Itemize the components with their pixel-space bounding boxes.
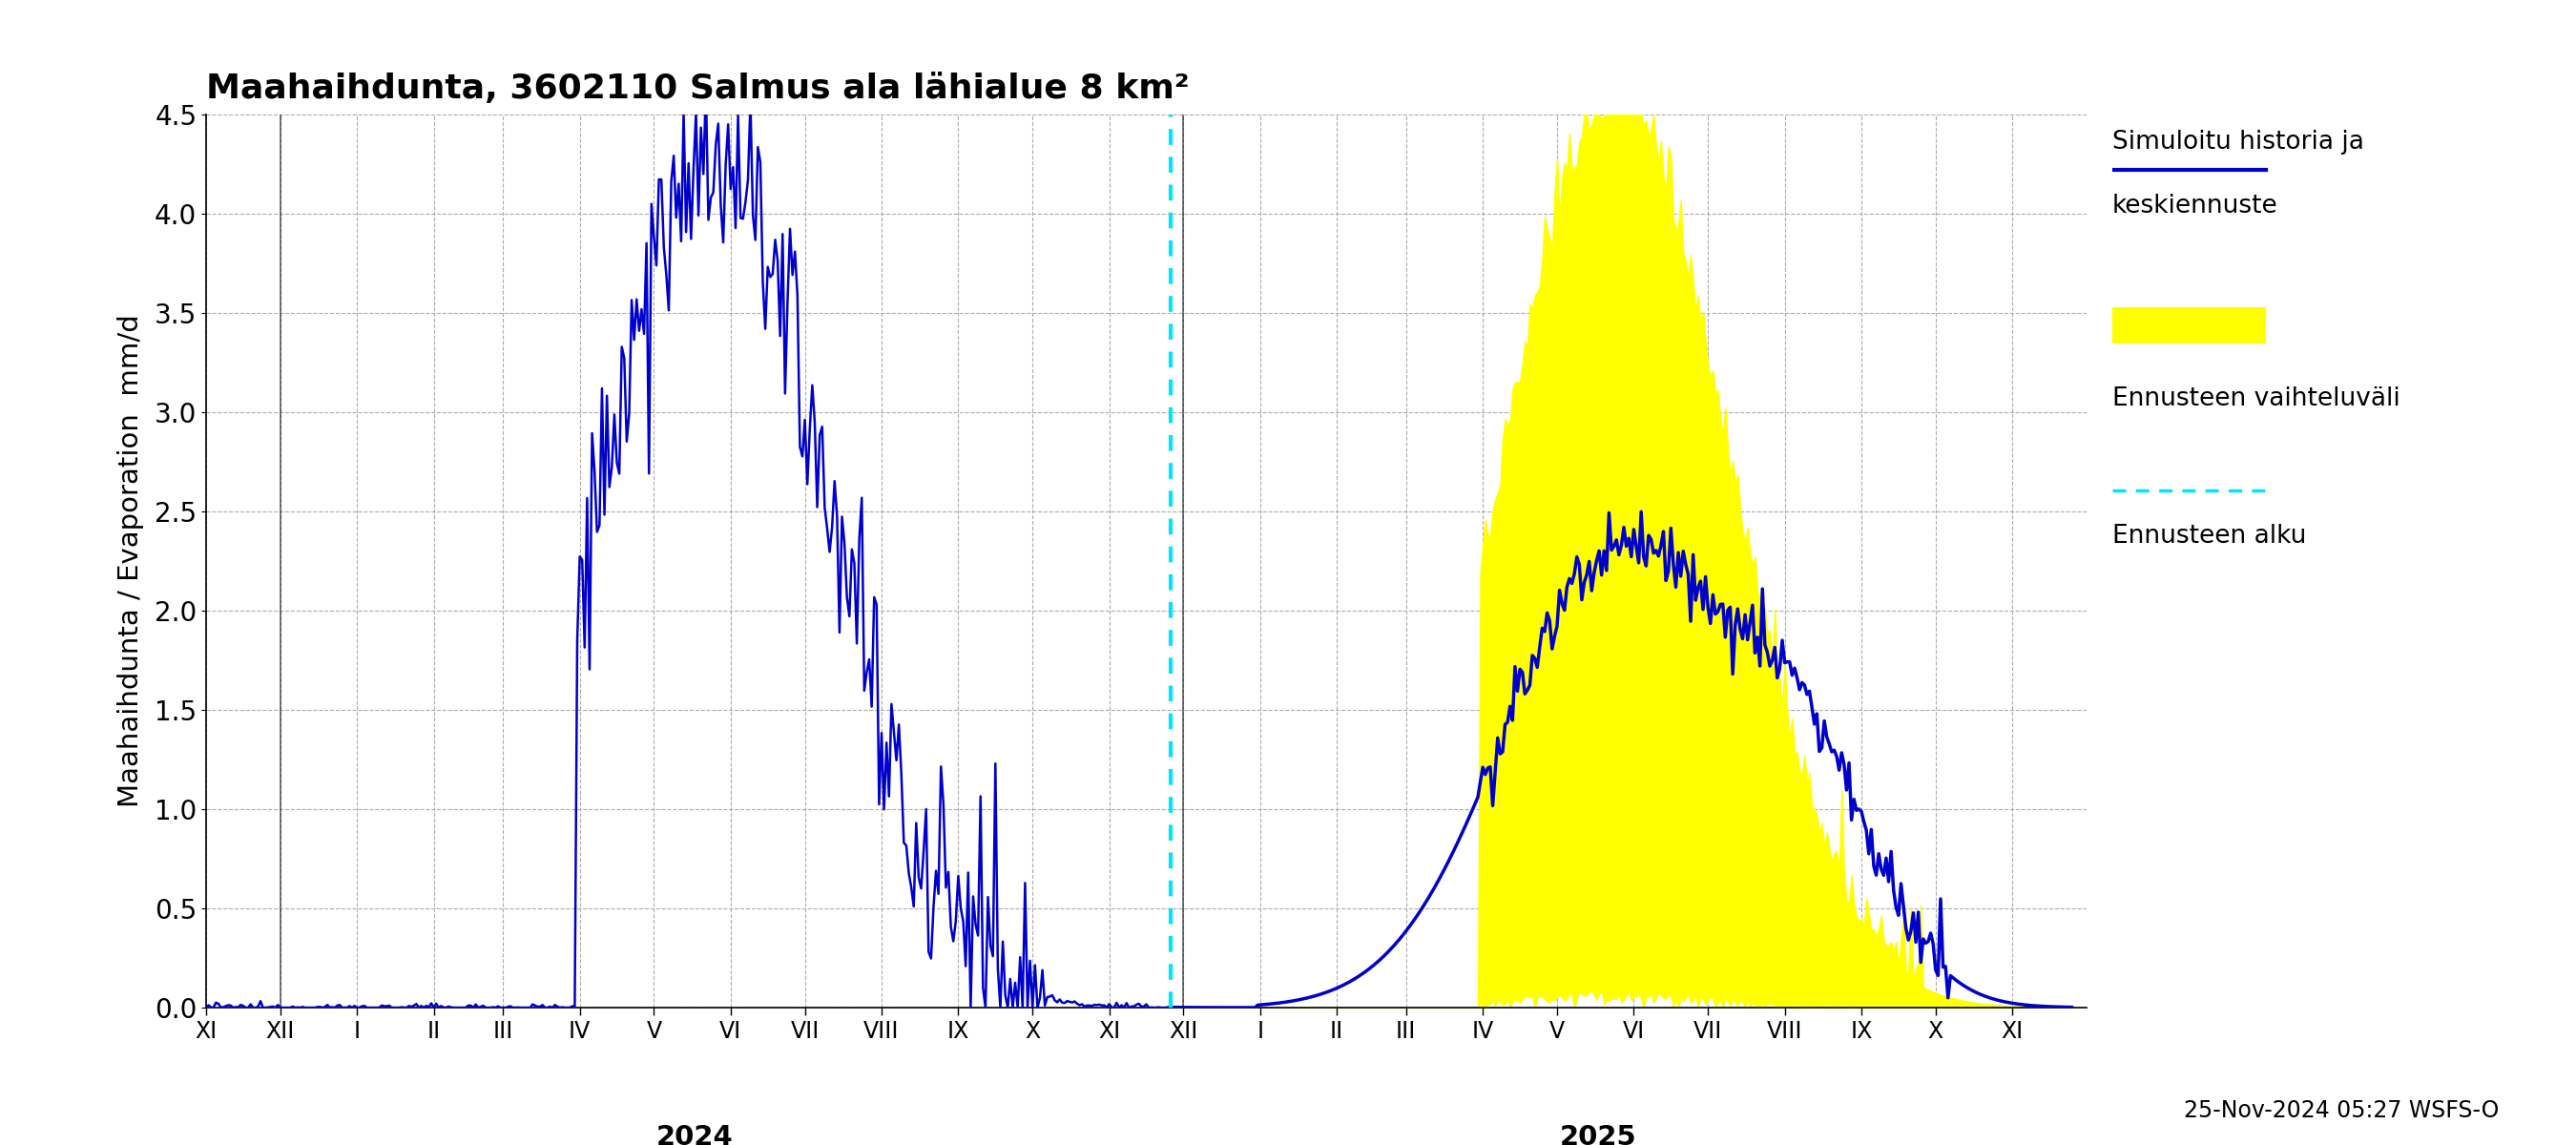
Text: 2024: 2024 [657,1123,734,1145]
Text: Simuloitu historia ja: Simuloitu historia ja [2112,129,2365,155]
Text: keskiennuste: keskiennuste [2112,194,2277,219]
Text: 2025: 2025 [1558,1123,1636,1145]
Y-axis label: Maahaihdunta / Evaporation  mm/d: Maahaihdunta / Evaporation mm/d [116,315,144,807]
Text: Ennusteen alku: Ennusteen alku [2112,523,2306,548]
Text: Ennusteen vaihteluväli: Ennusteen vaihteluväli [2112,386,2401,411]
Text: 25-Nov-2024 05:27 WSFS-O: 25-Nov-2024 05:27 WSFS-O [2184,1099,2499,1122]
Text: Maahaihdunta, 3602110 Salmus ala lähialue 8 km²: Maahaihdunta, 3602110 Salmus ala lähialu… [206,73,1190,105]
FancyBboxPatch shape [2112,307,2267,344]
